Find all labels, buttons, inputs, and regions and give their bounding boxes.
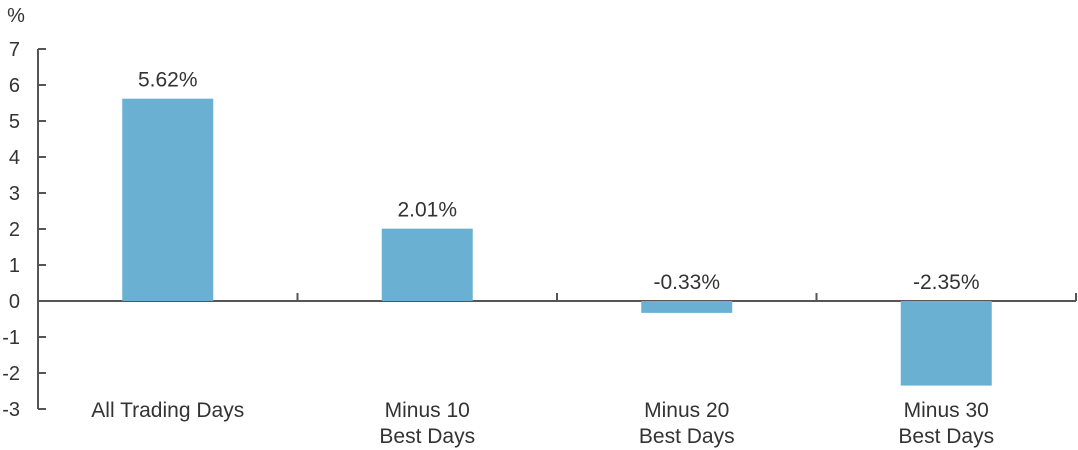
category-label: Minus 10 (385, 399, 470, 422)
bar (381, 228, 473, 301)
y-tick-label: 2 (9, 219, 20, 241)
bars (122, 98, 992, 386)
category-label: Best Days (639, 425, 735, 448)
category-label: Best Days (898, 425, 994, 448)
y-tick-label: -1 (2, 327, 20, 349)
data-label: 5.62% (138, 69, 198, 92)
y-tick-label: 5 (9, 111, 20, 133)
y-tick-label: 4 (9, 147, 20, 169)
data-label: -2.35% (913, 271, 980, 294)
y-tick-label: 1 (9, 255, 20, 277)
data-label: -0.33% (653, 271, 720, 294)
y-tick-label: 6 (9, 75, 20, 97)
y-tick-label: -3 (2, 399, 20, 421)
bar (122, 98, 214, 302)
y-axis-unit-label: % (7, 5, 25, 27)
category-label: Minus 20 (644, 399, 729, 422)
labels: 5.62% All Trading Days 2.01% Minus 10 Best D… (91, 69, 994, 448)
category-label: Best Days (379, 425, 475, 448)
y-tick-label: 3 (9, 183, 20, 205)
data-label: 2.01% (397, 199, 457, 222)
y-tick-label: -2 (2, 363, 20, 385)
bar (641, 301, 733, 313)
y-tick-label: 7 (9, 39, 20, 61)
bar (900, 301, 992, 386)
category-label: All Trading Days (91, 399, 244, 422)
category-label: Minus 30 (904, 399, 989, 422)
y-tick-label: 0 (9, 291, 20, 313)
